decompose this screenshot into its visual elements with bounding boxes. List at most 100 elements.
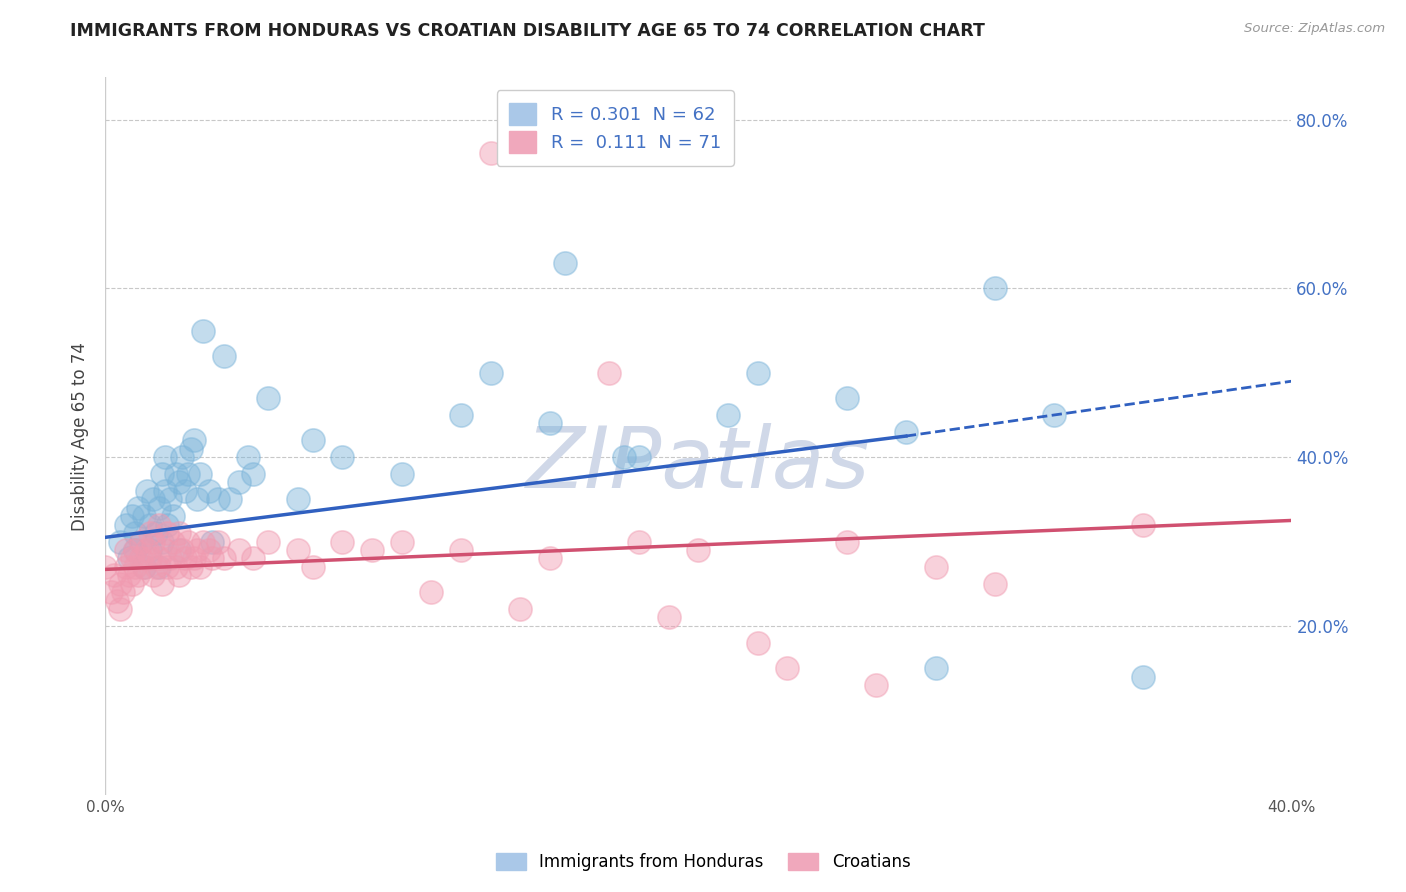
Legend: R = 0.301  N = 62, R =  0.111  N = 71: R = 0.301 N = 62, R = 0.111 N = 71: [496, 90, 734, 166]
Point: [124, 543, 146, 558]
Point: [835, 391, 858, 405]
Point: [717, 408, 740, 422]
Point: [236, 450, 259, 465]
Point: [115, 559, 138, 574]
Point: [301, 434, 323, 448]
Point: [332, 450, 354, 465]
Point: [148, 551, 170, 566]
Point: [747, 636, 769, 650]
Point: [186, 543, 208, 558]
Point: [627, 450, 650, 465]
Point: [183, 434, 205, 448]
Point: [332, 534, 354, 549]
Point: [162, 534, 184, 549]
Point: [391, 534, 413, 549]
Point: [138, 543, 160, 558]
Point: [129, 534, 152, 549]
Point: [127, 500, 149, 515]
Point: [201, 534, 224, 549]
Point: [212, 349, 235, 363]
Point: [984, 281, 1007, 295]
Point: [165, 559, 187, 574]
Point: [598, 366, 620, 380]
Point: [153, 543, 176, 558]
Point: [450, 408, 472, 422]
Point: [150, 467, 173, 481]
Point: [242, 467, 264, 481]
Point: [228, 543, 250, 558]
Point: [538, 551, 561, 566]
Point: [242, 551, 264, 566]
Point: [159, 551, 181, 566]
Point: [103, 568, 125, 582]
Point: [159, 492, 181, 507]
Point: [186, 492, 208, 507]
Point: [198, 543, 221, 558]
Point: [420, 585, 443, 599]
Point: [212, 551, 235, 566]
Point: [177, 534, 200, 549]
Point: [142, 492, 165, 507]
Point: [127, 568, 149, 582]
Point: [188, 559, 211, 574]
Point: [150, 576, 173, 591]
Point: [118, 568, 141, 582]
Point: [688, 543, 710, 558]
Point: [865, 678, 887, 692]
Y-axis label: Disability Age 65 to 74: Disability Age 65 to 74: [72, 342, 89, 531]
Point: [658, 610, 681, 624]
Point: [169, 475, 191, 490]
Point: [94, 559, 117, 574]
Point: [207, 492, 229, 507]
Point: [174, 483, 197, 498]
Point: [191, 324, 214, 338]
Point: [138, 517, 160, 532]
Point: [201, 551, 224, 566]
Point: [894, 425, 917, 439]
Point: [121, 551, 143, 566]
Point: [115, 517, 138, 532]
Point: [172, 543, 194, 558]
Point: [111, 585, 134, 599]
Point: [169, 543, 191, 558]
Point: [124, 543, 146, 558]
Point: [479, 146, 502, 161]
Point: [118, 551, 141, 566]
Point: [554, 256, 576, 270]
Point: [132, 559, 155, 574]
Point: [301, 559, 323, 574]
Point: [169, 568, 191, 582]
Point: [115, 543, 138, 558]
Point: [145, 559, 167, 574]
Point: [129, 551, 152, 566]
Point: [162, 509, 184, 524]
Point: [105, 593, 128, 607]
Point: [1132, 517, 1154, 532]
Point: [835, 534, 858, 549]
Point: [138, 551, 160, 566]
Point: [148, 500, 170, 515]
Point: [924, 559, 946, 574]
Point: [188, 467, 211, 481]
Point: [124, 526, 146, 541]
Point: [138, 526, 160, 541]
Point: [132, 509, 155, 524]
Point: [924, 661, 946, 675]
Point: [183, 551, 205, 566]
Point: [627, 534, 650, 549]
Legend: Immigrants from Honduras, Croatians: Immigrants from Honduras, Croatians: [488, 845, 918, 880]
Point: [150, 534, 173, 549]
Point: [108, 534, 131, 549]
Point: [108, 602, 131, 616]
Point: [218, 492, 240, 507]
Point: [257, 534, 280, 549]
Point: [450, 543, 472, 558]
Point: [776, 661, 799, 675]
Point: [129, 534, 152, 549]
Point: [135, 543, 157, 558]
Point: [391, 467, 413, 481]
Point: [156, 559, 179, 574]
Point: [153, 450, 176, 465]
Point: [180, 442, 202, 456]
Point: [132, 559, 155, 574]
